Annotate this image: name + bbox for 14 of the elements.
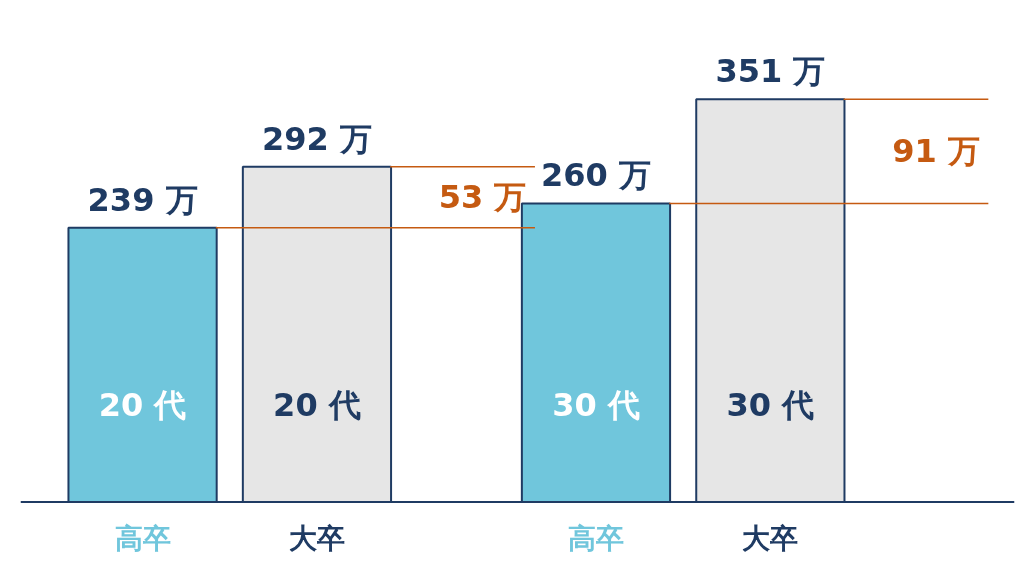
data-label: 351 万 <box>715 51 826 90</box>
x-tick-label: 大卒 <box>742 522 799 556</box>
data-label: 292 万 <box>261 119 372 158</box>
annotation: 53 万 <box>438 178 527 217</box>
annotation: 30 代 <box>726 386 815 425</box>
data-label: 260 万 <box>541 156 651 195</box>
data-label: 239 万 <box>87 180 198 219</box>
x-tick-label: 高卒 <box>114 522 171 556</box>
x-tick-label: 高卒 <box>567 522 624 556</box>
annotation: 20 代 <box>98 386 187 425</box>
annotation: 91 万 <box>892 132 980 171</box>
annotation: 30 代 <box>552 386 640 425</box>
x-tick-label: 大卒 <box>288 522 345 556</box>
annotation: 20 代 <box>273 386 361 425</box>
